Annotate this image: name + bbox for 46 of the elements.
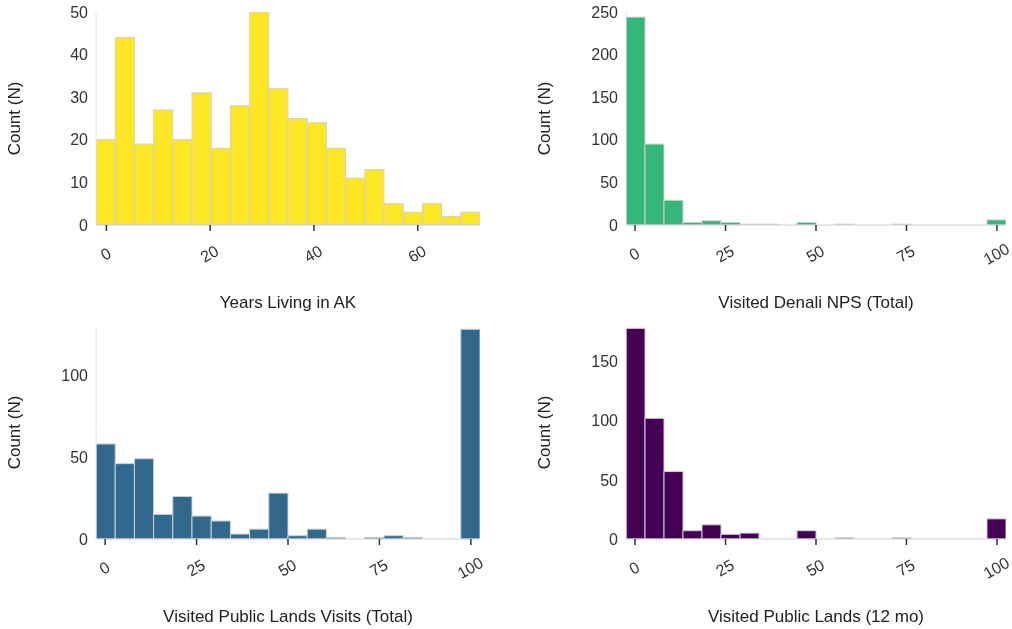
x-axis-title: Visited Denali NPS (Total) — [718, 293, 914, 312]
y-tick-label: 50 — [70, 448, 89, 466]
x-tick-label: 50 — [275, 556, 300, 580]
x-tick-label: 25 — [183, 556, 208, 580]
y-axis-title: Count (N) — [5, 395, 25, 470]
y-tick-label: 50 — [600, 471, 619, 489]
y-tick-label: 100 — [591, 131, 619, 149]
x-tick-label: 60 — [405, 242, 430, 266]
y-tick-label: 0 — [609, 216, 619, 234]
x-tick-label: 100 — [980, 239, 1012, 268]
y-axis-title: Count (N) — [535, 81, 555, 156]
y-tick-label: 150 — [591, 88, 619, 106]
y-tick-label: 150 — [591, 353, 619, 371]
y-axis-title: Count (N) — [5, 81, 25, 156]
x-tick-label: 50 — [803, 242, 828, 266]
x-tick-label: 25 — [712, 556, 737, 580]
x-tick-label: 25 — [712, 242, 737, 266]
x-tick-label: 0 — [626, 244, 643, 264]
x-tick-label: 75 — [893, 242, 918, 266]
y-tick-label: 20 — [70, 131, 89, 149]
x-tick-label: 20 — [197, 242, 222, 266]
y-tick-label: 0 — [79, 216, 89, 234]
x-tick-label: 0 — [626, 558, 643, 578]
x-tick-label: 75 — [366, 556, 391, 580]
x-tick-label: 100 — [454, 553, 487, 582]
y-tick-label: 0 — [79, 530, 89, 548]
y-tick-label: 10 — [70, 174, 89, 192]
y-tick-label: 30 — [70, 88, 89, 106]
x-axis-title: Years Living in AK — [219, 293, 357, 312]
x-tick-label: 100 — [980, 553, 1012, 582]
x-axis-title: Visited Public Lands (12 mo) — [707, 607, 925, 626]
y-axis-title: Count (N) — [535, 395, 555, 470]
x-tick-label: 40 — [301, 242, 326, 266]
x-axis-title: Visited Public Lands Visits (Total) — [163, 607, 413, 626]
y-tick-label: 100 — [61, 366, 89, 384]
x-tick-label: 0 — [97, 244, 114, 264]
y-tick-label: 50 — [70, 3, 89, 21]
x-tick-label: 50 — [803, 556, 828, 580]
y-tick-label: 0 — [609, 530, 619, 548]
y-tick-label: 50 — [600, 174, 619, 192]
x-tick-label: 0 — [96, 558, 113, 578]
y-tick-label: 200 — [591, 46, 619, 64]
y-tick-label: 40 — [70, 46, 89, 64]
y-tick-label: 250 — [591, 3, 619, 21]
x-tick-label: 75 — [893, 556, 918, 580]
y-tick-label: 100 — [591, 412, 619, 430]
